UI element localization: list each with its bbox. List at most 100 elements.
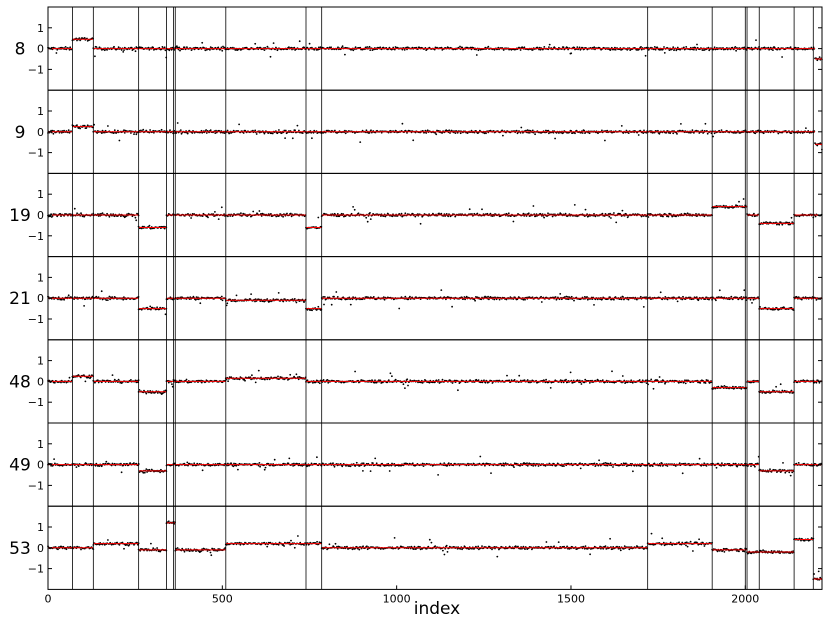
data-point [277, 292, 280, 294]
data-point [586, 298, 589, 301]
data-point [638, 379, 641, 381]
data-point [459, 45, 461, 48]
data-point [220, 46, 223, 49]
data-point [501, 129, 503, 132]
data-point [543, 216, 545, 219]
segment-fit [48, 126, 822, 145]
data-point [133, 133, 135, 136]
data-point [369, 49, 372, 51]
data-point [107, 125, 109, 127]
data-point [313, 48, 316, 51]
data-point [134, 50, 137, 53]
data-point [522, 212, 525, 215]
data-point [601, 129, 603, 132]
data-point [130, 132, 132, 134]
data-point [217, 46, 220, 49]
data-point [54, 381, 56, 384]
data-point [311, 137, 313, 140]
data-point [301, 132, 304, 135]
data-point [673, 49, 675, 52]
data-point [765, 221, 767, 223]
data-point [485, 132, 487, 135]
data-point [303, 46, 306, 49]
data-point [263, 49, 266, 51]
data-point [433, 48, 436, 51]
data-point [414, 215, 417, 218]
data-point [152, 129, 155, 132]
data-point [366, 220, 369, 223]
data-point [610, 217, 612, 219]
data-point [394, 378, 397, 381]
data-point [404, 387, 406, 389]
data-point [498, 298, 501, 301]
data-point [457, 389, 459, 392]
data-point [637, 134, 640, 136]
data-point [613, 212, 615, 214]
data-point [79, 127, 81, 130]
data-point [209, 49, 211, 51]
data-point [123, 132, 126, 134]
data-point [730, 295, 733, 298]
data-point [357, 212, 360, 215]
data-point [117, 46, 120, 49]
data-point [400, 212, 403, 215]
data-point [755, 39, 757, 41]
data-point [365, 216, 368, 219]
data-point [681, 298, 684, 301]
data-point [601, 379, 604, 381]
data-point [713, 46, 716, 49]
data-point [100, 290, 103, 293]
data-point [221, 49, 224, 52]
data-point [148, 224, 151, 227]
data-point [481, 208, 483, 211]
data-point [778, 223, 781, 226]
data-point [252, 129, 254, 132]
data-point [548, 132, 550, 135]
data-point [562, 46, 565, 49]
data-point [593, 46, 596, 49]
data-point [451, 305, 453, 308]
data-point [150, 392, 153, 394]
data-point [718, 289, 721, 292]
data-point [454, 132, 457, 135]
data-point [135, 219, 138, 222]
data-point [340, 298, 343, 301]
data-point [152, 46, 155, 49]
data-point [584, 208, 587, 211]
data-point [685, 46, 688, 48]
data-point [95, 295, 98, 298]
data-point [101, 212, 104, 215]
data-point [704, 122, 707, 125]
data-point [295, 373, 298, 376]
data-point [122, 51, 125, 53]
data-point [190, 217, 193, 219]
data-point [513, 379, 516, 381]
data-point [333, 295, 335, 298]
data-point [67, 129, 70, 132]
data-point [816, 59, 819, 62]
data-point [405, 46, 408, 49]
data-point [227, 215, 229, 218]
data-point [242, 132, 245, 134]
data-point [614, 46, 616, 49]
data-point [654, 48, 657, 51]
data-point [153, 131, 155, 134]
data-point [497, 46, 500, 49]
data-point [762, 132, 765, 135]
data-point [235, 294, 238, 297]
data-point [437, 379, 440, 381]
data-point [672, 132, 675, 135]
data-point [449, 132, 451, 134]
data-point [149, 305, 152, 308]
data-point [275, 215, 278, 218]
data-point [684, 382, 687, 385]
data-point [284, 129, 287, 132]
data-point [308, 48, 310, 51]
data-point [713, 132, 716, 135]
data-point [754, 46, 757, 49]
data-point [569, 371, 572, 374]
data-point [95, 46, 98, 48]
data-point [435, 133, 438, 136]
data-point [663, 52, 666, 54]
